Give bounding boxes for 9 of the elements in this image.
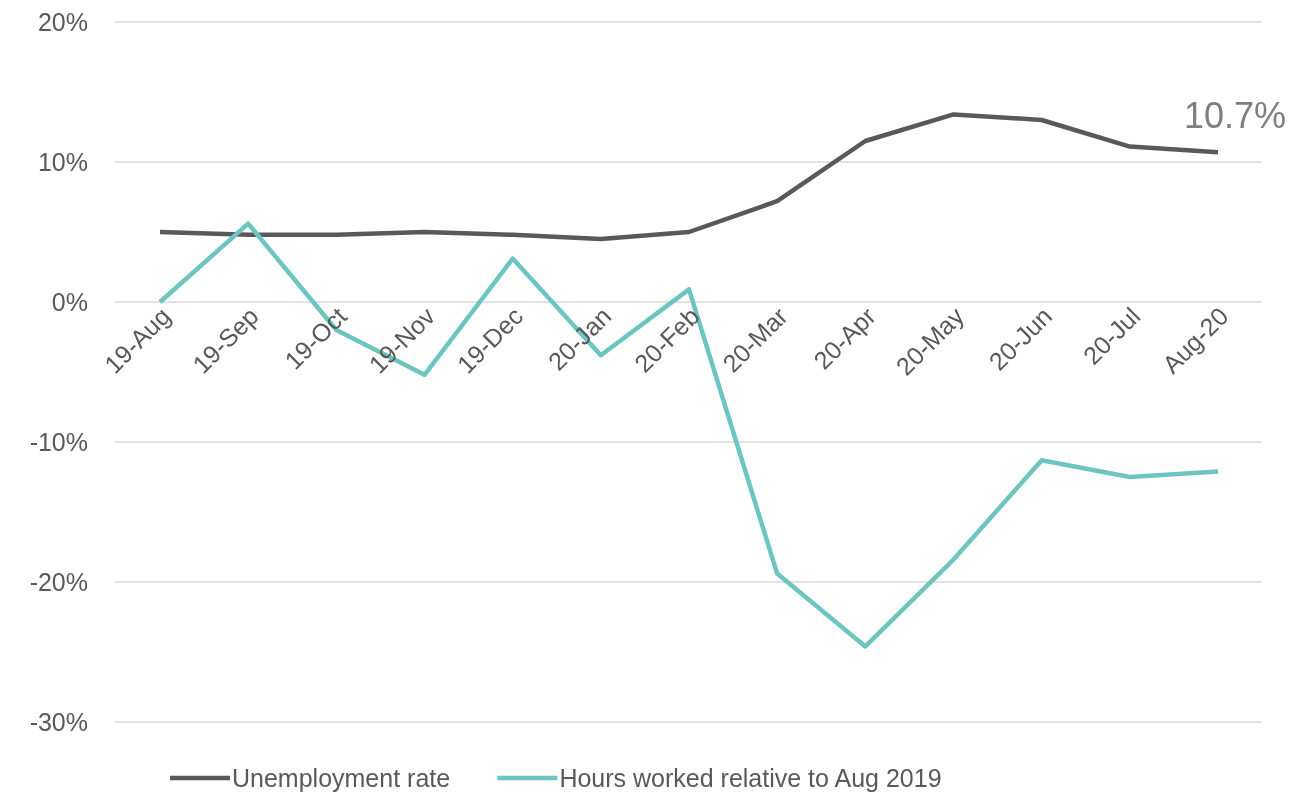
y-tick-label: -20% <box>29 568 88 596</box>
annotation: 10.7% <box>1183 95 1286 137</box>
legend-label: Hours worked relative to Aug 2019 <box>559 764 942 792</box>
y-tick-label: 10% <box>37 148 88 176</box>
y-tick-label: 20% <box>37 8 88 36</box>
y-tick-label: -30% <box>29 708 88 736</box>
legend-label: Unemployment rate <box>232 764 451 792</box>
y-tick-label: -10% <box>29 428 88 456</box>
y-tick-label: 0% <box>51 288 88 316</box>
